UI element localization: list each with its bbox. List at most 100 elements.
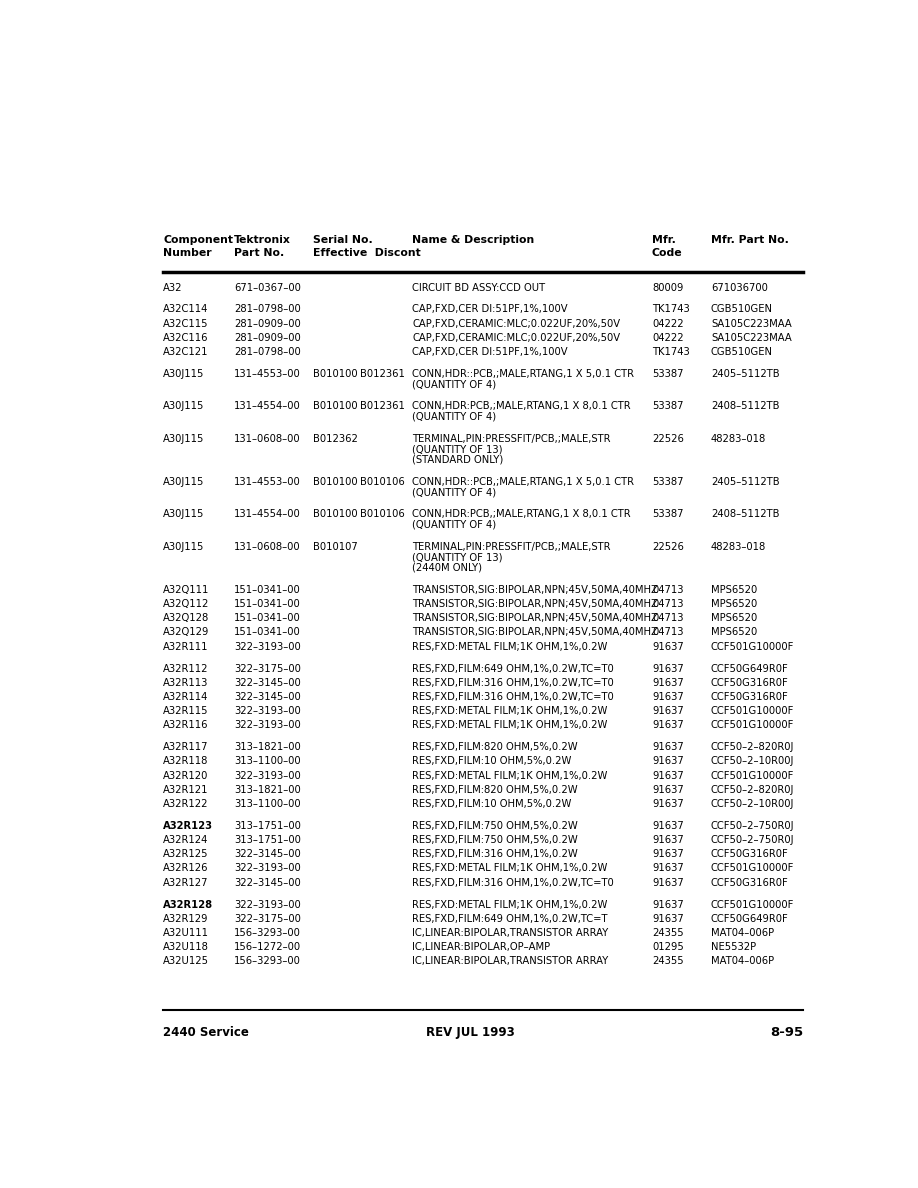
Text: 322–3193–00: 322–3193–00 xyxy=(234,771,301,781)
Text: 131–4553–00: 131–4553–00 xyxy=(234,369,301,379)
Text: 80009: 80009 xyxy=(652,283,683,292)
Text: 156–3293–00: 156–3293–00 xyxy=(234,956,301,966)
Text: CCF50G649R0F: CCF50G649R0F xyxy=(711,914,789,924)
Text: 53387: 53387 xyxy=(652,510,683,519)
Text: 01295: 01295 xyxy=(652,942,684,952)
Text: SA105C223MAA: SA105C223MAA xyxy=(711,318,791,329)
Text: CCF501G10000F: CCF501G10000F xyxy=(711,899,794,910)
Text: A32R113: A32R113 xyxy=(163,677,208,688)
Text: A32U125: A32U125 xyxy=(163,956,209,966)
Text: RES,FXD,FILM:820 OHM,5%,0.2W: RES,FXD,FILM:820 OHM,5%,0.2W xyxy=(412,742,577,752)
Text: 91637: 91637 xyxy=(652,720,684,731)
Text: 04222: 04222 xyxy=(652,318,684,329)
Text: CCF50G316R0F: CCF50G316R0F xyxy=(711,878,789,887)
Text: CAP,FXD,CER DI:51PF,1%,100V: CAP,FXD,CER DI:51PF,1%,100V xyxy=(412,304,567,315)
Text: CCF50G316R0F: CCF50G316R0F xyxy=(711,691,789,702)
Text: 322–3145–00: 322–3145–00 xyxy=(234,849,301,859)
Text: 04713: 04713 xyxy=(652,627,683,638)
Text: RES,FXD,FILM:649 OHM,1%,0.2W,TC=T: RES,FXD,FILM:649 OHM,1%,0.2W,TC=T xyxy=(412,914,608,924)
Text: B012362: B012362 xyxy=(312,434,357,444)
Text: A32U118: A32U118 xyxy=(163,942,209,952)
Text: 313–1751–00: 313–1751–00 xyxy=(234,835,301,845)
Text: CCF501G10000F: CCF501G10000F xyxy=(711,642,794,651)
Text: MPS6520: MPS6520 xyxy=(711,599,757,609)
Text: 156–1272–00: 156–1272–00 xyxy=(234,942,301,952)
Text: A32R122: A32R122 xyxy=(163,798,208,809)
Text: 281–0798–00: 281–0798–00 xyxy=(234,347,301,358)
Text: 53387: 53387 xyxy=(652,476,683,487)
Text: (QUANTITY OF 13): (QUANTITY OF 13) xyxy=(412,552,503,562)
Text: A32R128: A32R128 xyxy=(163,899,213,910)
Text: CCF50–2–820R0J: CCF50–2–820R0J xyxy=(711,785,794,795)
Text: Code: Code xyxy=(652,248,682,258)
Text: 322–3193–00: 322–3193–00 xyxy=(234,864,301,873)
Text: 24355: 24355 xyxy=(652,956,684,966)
Text: A32R118: A32R118 xyxy=(163,757,208,766)
Text: A32R125: A32R125 xyxy=(163,849,208,859)
Text: A32R111: A32R111 xyxy=(163,642,208,651)
Text: A30J115: A30J115 xyxy=(163,510,205,519)
Text: B010100: B010100 xyxy=(312,402,357,411)
Text: B010106: B010106 xyxy=(360,510,405,519)
Text: NE5532P: NE5532P xyxy=(711,942,756,952)
Text: Effective  Discont: Effective Discont xyxy=(312,248,420,258)
Text: A32Q111: A32Q111 xyxy=(163,584,209,595)
Text: 131–0608–00: 131–0608–00 xyxy=(234,434,301,444)
Text: RES,FXD:METAL FILM;1K OHM,1%,0.2W: RES,FXD:METAL FILM;1K OHM,1%,0.2W xyxy=(412,706,608,716)
Text: 91637: 91637 xyxy=(652,706,684,716)
Text: A32C114: A32C114 xyxy=(163,304,208,315)
Text: Component: Component xyxy=(163,235,233,245)
Text: A30J115: A30J115 xyxy=(163,476,205,487)
Text: CAP,FXD,CER DI:51PF,1%,100V: CAP,FXD,CER DI:51PF,1%,100V xyxy=(412,347,567,358)
Text: 91637: 91637 xyxy=(652,849,684,859)
Text: A32R112: A32R112 xyxy=(163,664,208,674)
Text: B010100: B010100 xyxy=(312,510,357,519)
Text: 322–3145–00: 322–3145–00 xyxy=(234,677,301,688)
Text: A32R121: A32R121 xyxy=(163,785,208,795)
Text: CIRCUIT BD ASSY:CCD OUT: CIRCUIT BD ASSY:CCD OUT xyxy=(412,283,545,292)
Text: CCF50–2–750R0J: CCF50–2–750R0J xyxy=(711,835,794,845)
Text: MAT04–006P: MAT04–006P xyxy=(711,928,774,937)
Text: (QUANTITY OF 4): (QUANTITY OF 4) xyxy=(412,379,497,390)
Text: (QUANTITY OF 4): (QUANTITY OF 4) xyxy=(412,487,497,498)
Text: B012361: B012361 xyxy=(360,369,405,379)
Text: RES,FXD,FILM:10 OHM,5%,0.2W: RES,FXD,FILM:10 OHM,5%,0.2W xyxy=(412,757,572,766)
Text: 2440 Service: 2440 Service xyxy=(163,1026,249,1040)
Text: RES,FXD,FILM:10 OHM,5%,0.2W: RES,FXD,FILM:10 OHM,5%,0.2W xyxy=(412,798,572,809)
Text: CCF50–2–750R0J: CCF50–2–750R0J xyxy=(711,821,794,830)
Text: 281–0909–00: 281–0909–00 xyxy=(234,318,301,329)
Text: 322–3145–00: 322–3145–00 xyxy=(234,691,301,702)
Text: 151–0341–00: 151–0341–00 xyxy=(234,613,301,624)
Text: RES,FXD,FILM:316 OHM,1%,0.2W,TC=T0: RES,FXD,FILM:316 OHM,1%,0.2W,TC=T0 xyxy=(412,691,614,702)
Text: CONN,HDR::PCB,;MALE,RTANG,1 X 5,0.1 CTR: CONN,HDR::PCB,;MALE,RTANG,1 X 5,0.1 CTR xyxy=(412,476,634,487)
Text: (STANDARD ONLY): (STANDARD ONLY) xyxy=(412,455,503,465)
Text: 91637: 91637 xyxy=(652,821,684,830)
Text: 48283–018: 48283–018 xyxy=(711,434,767,444)
Text: TRANSISTOR,SIG:BIPOLAR,NPN;45V,50MA,40MHZ: TRANSISTOR,SIG:BIPOLAR,NPN;45V,50MA,40MH… xyxy=(412,627,658,638)
Text: (QUANTITY OF 4): (QUANTITY OF 4) xyxy=(412,412,497,422)
Text: 04713: 04713 xyxy=(652,584,683,595)
Text: 131–4554–00: 131–4554–00 xyxy=(234,510,301,519)
Text: RES,FXD,FILM:820 OHM,5%,0.2W: RES,FXD,FILM:820 OHM,5%,0.2W xyxy=(412,785,577,795)
Text: CCF50G649R0F: CCF50G649R0F xyxy=(711,664,789,674)
Text: CONN,HDR:PCB,;MALE,RTANG,1 X 8,0.1 CTR: CONN,HDR:PCB,;MALE,RTANG,1 X 8,0.1 CTR xyxy=(412,402,631,411)
Text: A32R120: A32R120 xyxy=(163,771,208,781)
Text: RES,FXD:METAL FILM;1K OHM,1%,0.2W: RES,FXD:METAL FILM;1K OHM,1%,0.2W xyxy=(412,720,608,731)
Text: 24355: 24355 xyxy=(652,928,684,937)
Text: 281–0909–00: 281–0909–00 xyxy=(234,333,301,343)
Text: 671–0367–00: 671–0367–00 xyxy=(234,283,301,292)
Text: CCF50G316R0F: CCF50G316R0F xyxy=(711,849,789,859)
Text: Serial No.: Serial No. xyxy=(312,235,373,245)
Text: 91637: 91637 xyxy=(652,785,684,795)
Text: 151–0341–00: 151–0341–00 xyxy=(234,584,301,595)
Text: 313–1821–00: 313–1821–00 xyxy=(234,742,301,752)
Text: A32R115: A32R115 xyxy=(163,706,208,716)
Text: MAT04–006P: MAT04–006P xyxy=(711,956,774,966)
Text: A30J115: A30J115 xyxy=(163,402,205,411)
Text: 91637: 91637 xyxy=(652,677,684,688)
Text: CONN,HDR::PCB,;MALE,RTANG,1 X 5,0.1 CTR: CONN,HDR::PCB,;MALE,RTANG,1 X 5,0.1 CTR xyxy=(412,369,634,379)
Text: CONN,HDR:PCB,;MALE,RTANG,1 X 8,0.1 CTR: CONN,HDR:PCB,;MALE,RTANG,1 X 8,0.1 CTR xyxy=(412,510,631,519)
Text: Tektronix: Tektronix xyxy=(234,235,291,245)
Text: 131–4553–00: 131–4553–00 xyxy=(234,476,301,487)
Text: RES,FXD:METAL FILM;1K OHM,1%,0.2W: RES,FXD:METAL FILM;1K OHM,1%,0.2W xyxy=(412,864,608,873)
